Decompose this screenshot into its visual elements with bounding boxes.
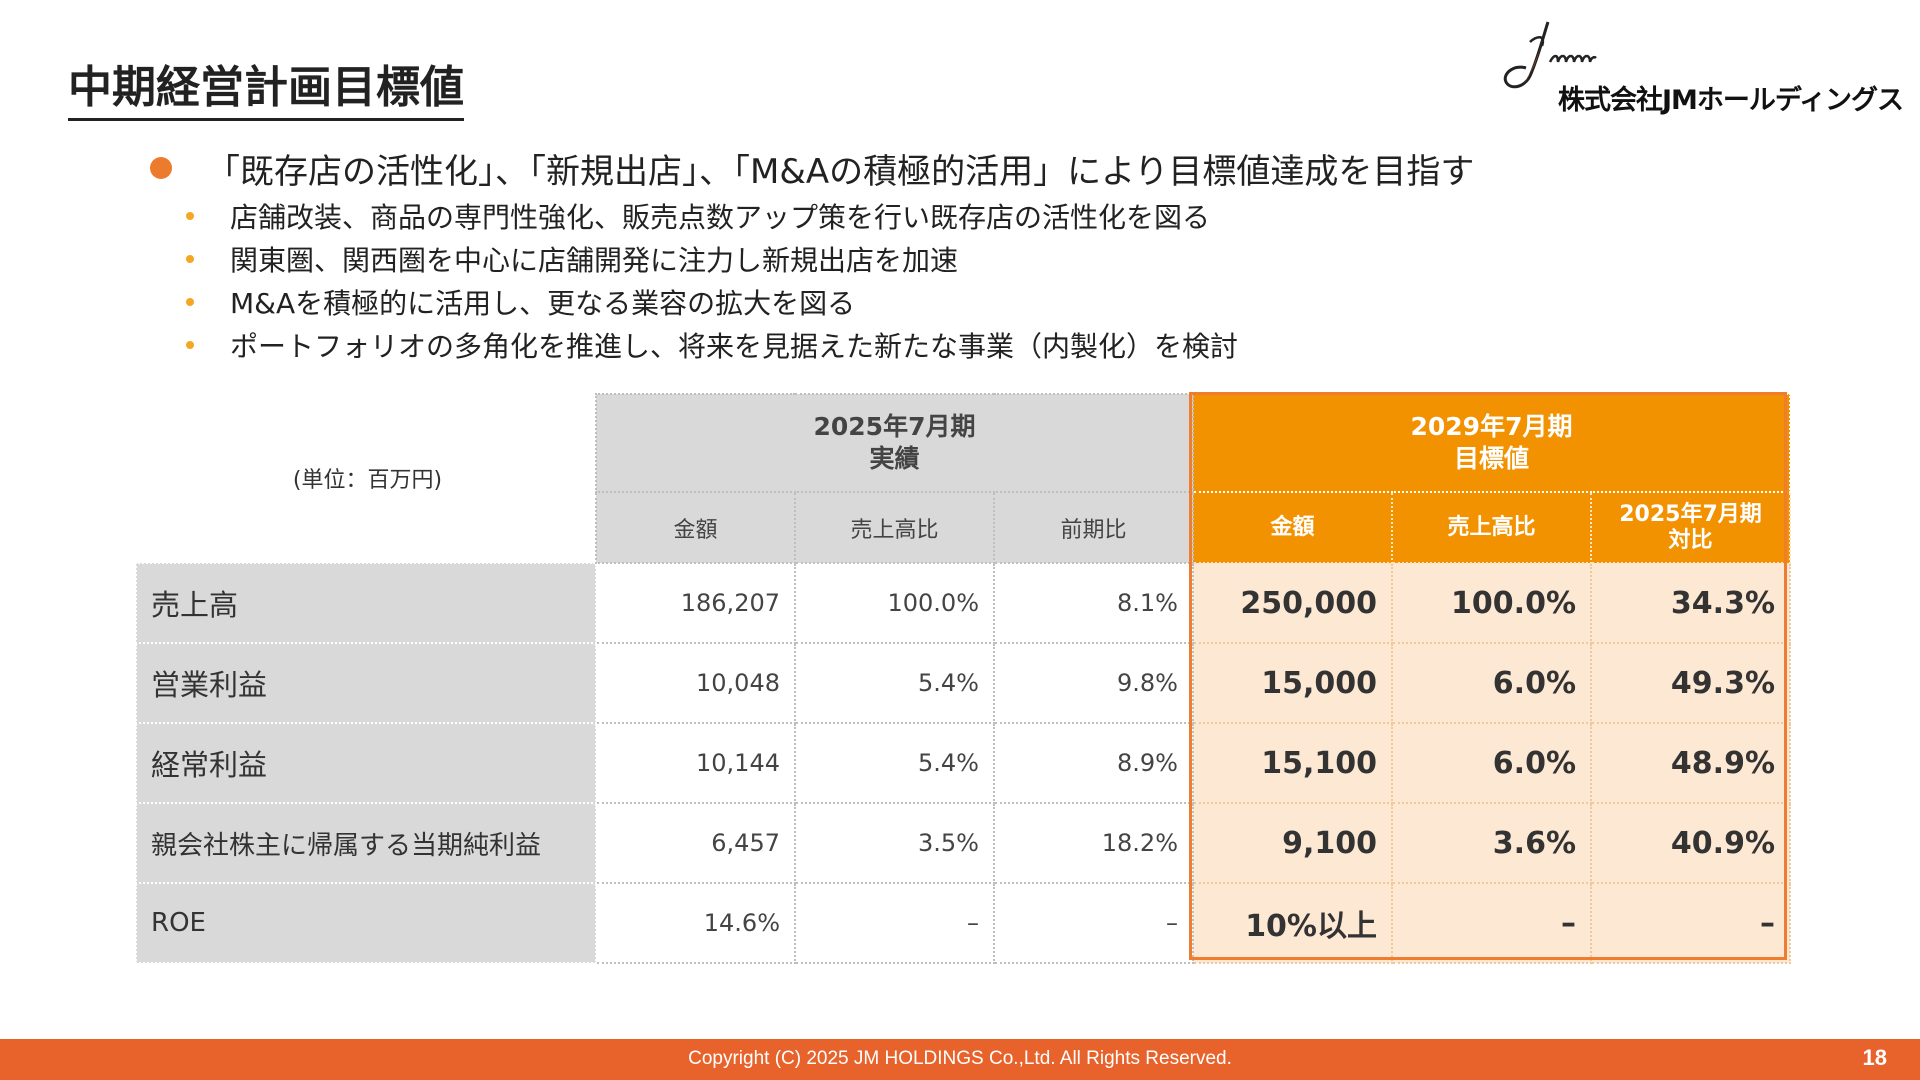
row-label: 営業利益 <box>135 642 597 724</box>
sub-bullet-text: ポートフォリオの多角化を推進し、将来を見据えた新たな事業（内製化）を検討 <box>230 329 1239 363</box>
header-target-line1: 2029年7月期 <box>1410 412 1573 441</box>
sub-bullet-item: M&Aを積極的に活用し、更なる業容の拡大を図る <box>186 280 1474 323</box>
bullet-dot-icon <box>186 340 194 349</box>
col-target-vs-2025-line2: 対比 <box>1668 527 1713 553</box>
actual-value: – <box>794 882 995 964</box>
target-value: 49.3% <box>1590 642 1791 724</box>
col-target-vs-2025: 2025年7月期 対比 <box>1590 491 1791 564</box>
bullet-dot-icon <box>150 157 172 179</box>
bullet-dot-icon <box>186 254 194 263</box>
actual-value: – <box>993 882 1194 964</box>
company-logo: 株式会社JMホールディングス <box>1500 18 1904 118</box>
target-value: 250,000 <box>1192 562 1393 644</box>
actual-value: 10,048 <box>595 642 796 724</box>
col-actual-sales-ratio: 売上高比 <box>794 491 995 564</box>
col-target-vs-2025-line1: 2025年7月期 <box>1619 501 1762 527</box>
header-target-2029: 2029年7月期 目標値 <box>1192 393 1791 493</box>
sub-bullet-item: 関東圏、関西圏を中心に店舗開発に注力し新規出店を加速 <box>186 237 1474 280</box>
col-target-sales-ratio: 売上高比 <box>1391 491 1592 564</box>
target-value: – <box>1590 882 1791 964</box>
target-value: 6.0% <box>1391 642 1592 724</box>
bullet-dot-icon <box>186 211 194 220</box>
actual-value: 14.6% <box>595 882 796 964</box>
row-label: ROE <box>135 882 597 964</box>
table-row: 営業利益 10,048 5.4% 9.8% 15,000 6.0% 49.3% <box>135 642 1791 724</box>
sub-bullet-list: 店舗改装、商品の専門性強化、販売点数アップ策を行い既存店の活性化を図る 関東圏、… <box>186 194 1474 366</box>
jm-logo-mark-icon <box>1503 21 1597 89</box>
actual-value: 186,207 <box>595 562 796 644</box>
target-value: 34.3% <box>1590 562 1791 644</box>
table-header-row: (単位：百万円) 2025年7月期 実績 2029年7月期 目標値 <box>136 393 1791 563</box>
header-actual-2025: 2025年7月期 実績 <box>595 393 1194 493</box>
table-row: 売上高 186,207 100.0% 8.1% 250,000 100.0% 3… <box>135 562 1791 644</box>
actual-value: 9.8% <box>993 642 1194 724</box>
main-bullet-text: 「既存店の活性化」、「新規出店」、「M&Aの積極的活用」により目標値達成を目指す <box>206 151 1475 192</box>
col-actual-amount: 金額 <box>595 491 796 564</box>
strategy-bullets: 「既存店の活性化」、「新規出店」、「M&Aの積極的活用」により目標値達成を目指す… <box>150 142 1474 366</box>
sub-bullet-item: ポートフォリオの多角化を推進し、将来を見据えた新たな事業（内製化）を検討 <box>186 323 1474 366</box>
col-target-amount: 金額 <box>1192 491 1393 564</box>
header-target-line2: 目標値 <box>1453 444 1529 473</box>
target-value: 6.0% <box>1391 722 1592 804</box>
row-label: 親会社株主に帰属する当期純利益 <box>135 802 597 884</box>
table-row: 経常利益 10,144 5.4% 8.9% 15,100 6.0% 48.9% <box>135 722 1791 804</box>
table-row: ROE 14.6% – – 10%以上 – – <box>135 882 1791 964</box>
actual-value: 6,457 <box>595 802 796 884</box>
target-value: 15,000 <box>1192 642 1393 724</box>
header-actual-line2: 実績 <box>869 444 920 473</box>
target-value: 40.9% <box>1590 802 1791 884</box>
col-target-sales-ratio-text: 売上高比 <box>1447 514 1536 540</box>
copyright-text: Copyright (C) 2025 JM HOLDINGS Co.,Ltd. … <box>688 1048 1232 1069</box>
sub-bullet-text: M&Aを積極的に活用し、更なる業容の拡大を図る <box>230 286 856 320</box>
sub-bullet-text: 関東圏、関西圏を中心に店舗開発に注力し新規出店を加速 <box>230 243 959 277</box>
actual-value: 18.2% <box>993 802 1194 884</box>
row-label: 経常利益 <box>135 722 597 804</box>
target-value: – <box>1391 882 1592 964</box>
col-actual-yoy: 前期比 <box>993 491 1194 564</box>
page-number: 18 <box>1862 1045 1887 1070</box>
page-title: 中期経営計画目標値 <box>68 60 464 121</box>
target-value: 15,100 <box>1192 722 1393 804</box>
main-bullet: 「既存店の活性化」、「新規出店」、「M&Aの積極的活用」により目標値達成を目指す <box>150 142 1474 194</box>
logo-company-name: 株式会社JMホールディングス <box>1558 85 1904 116</box>
col-target-amount-text: 金額 <box>1270 514 1315 540</box>
target-value: 9,100 <box>1192 802 1393 884</box>
actual-value: 10,144 <box>595 722 796 804</box>
actual-value: 3.5% <box>794 802 995 884</box>
row-label: 売上高 <box>135 562 597 644</box>
actual-value: 5.4% <box>794 722 995 804</box>
footer-bar: Copyright (C) 2025 JM HOLDINGS Co.,Ltd. … <box>0 1039 1920 1080</box>
table-row: 親会社株主に帰属する当期純利益 6,457 3.5% 18.2% 9,100 3… <box>135 802 1791 884</box>
target-value: 100.0% <box>1391 562 1592 644</box>
sub-bullet-text: 店舗改装、商品の専門性強化、販売点数アップ策を行い既存店の活性化を図る <box>230 200 1211 234</box>
header-actual-line1: 2025年7月期 <box>813 412 976 441</box>
table-subheader-row: 金額 売上高比 前期比 金額 売上高比 2025年7月期 対比 <box>136 491 1791 564</box>
sub-bullet-item: 店舗改装、商品の専門性強化、販売点数アップ策を行い既存店の活性化を図る <box>186 194 1474 237</box>
target-value: 10%以上 <box>1192 882 1393 964</box>
actual-value: 5.4% <box>794 642 995 724</box>
target-value: 3.6% <box>1391 802 1592 884</box>
kpi-target-table: (単位：百万円) 2025年7月期 実績 2029年7月期 目標値 金額 売上高… <box>135 393 1791 964</box>
actual-value: 8.1% <box>993 562 1194 644</box>
bullet-dot-icon <box>186 297 194 306</box>
actual-value: 100.0% <box>794 562 995 644</box>
actual-value: 8.9% <box>993 722 1194 804</box>
target-value: 48.9% <box>1590 722 1791 804</box>
unit-label: (単位：百万円) <box>136 394 596 563</box>
